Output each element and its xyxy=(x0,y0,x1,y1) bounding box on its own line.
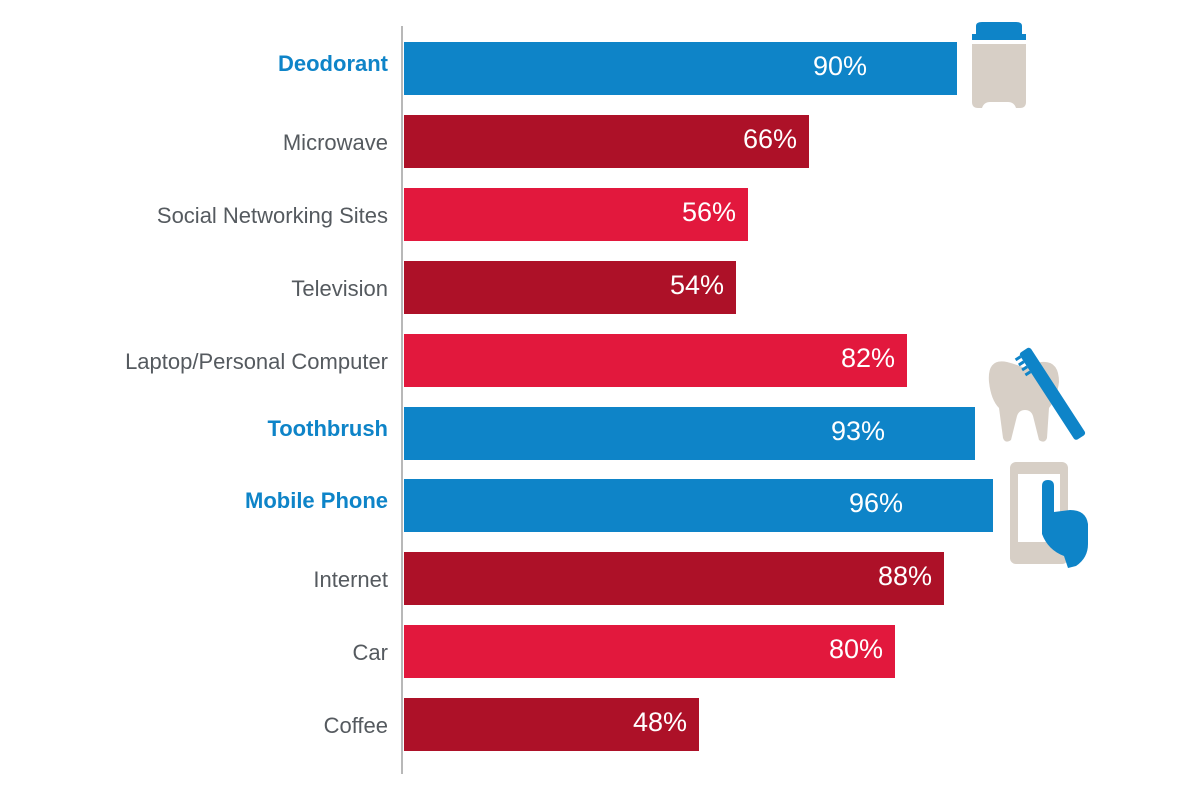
category-label: Deodorant xyxy=(278,51,388,76)
mobile-phone-hand-icon xyxy=(1010,462,1088,568)
category-label: Car xyxy=(352,640,388,665)
category-label: Microwave xyxy=(282,130,388,155)
bar: 66% xyxy=(404,115,809,168)
bar: 96% xyxy=(404,479,993,532)
category-label: Internet xyxy=(313,567,388,592)
value-label: 80% xyxy=(828,634,883,664)
value-label: 48% xyxy=(632,707,687,737)
value-label: 54% xyxy=(669,270,724,300)
category-label: Mobile Phone xyxy=(245,488,388,513)
value-label: 82% xyxy=(840,343,895,373)
tooth-toothbrush-icon xyxy=(988,347,1086,442)
bar: 88% xyxy=(404,552,944,605)
category-label: Television xyxy=(291,276,388,301)
bar: 80% xyxy=(404,625,895,678)
category-label: Coffee xyxy=(323,713,388,738)
value-label: 96% xyxy=(848,488,903,518)
bar: 56% xyxy=(404,188,748,241)
value-label: 66% xyxy=(742,124,797,154)
value-label: 56% xyxy=(681,197,736,227)
bar: 93% xyxy=(404,407,975,460)
category-label: Laptop/Personal Computer xyxy=(125,349,388,374)
bar: 48% xyxy=(404,698,699,751)
value-label: 90% xyxy=(812,51,867,81)
category-label: Social Networking Sites xyxy=(156,203,388,228)
category-label: Toothbrush xyxy=(267,416,388,441)
y-axis-line xyxy=(401,26,403,774)
bar: 90% xyxy=(404,42,957,95)
bar: 82% xyxy=(404,334,907,387)
deodorant-icon xyxy=(972,22,1026,108)
bar: 54% xyxy=(404,261,736,314)
value-label: 88% xyxy=(877,561,932,591)
value-label: 93% xyxy=(830,416,885,446)
